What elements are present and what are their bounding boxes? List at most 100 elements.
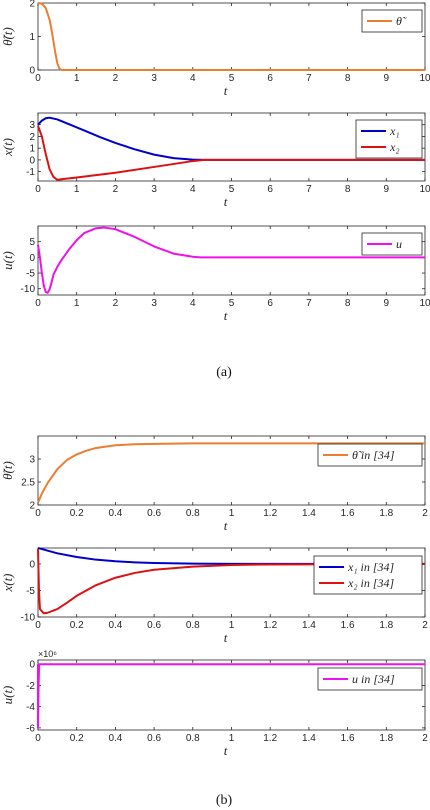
x-tick-label: 7: [306, 298, 312, 309]
y-tick-label: -5: [26, 586, 35, 597]
y-tick-label: 2: [29, 0, 35, 10]
x-tick-label: 0.2: [70, 733, 84, 744]
x-tick-label: 0: [35, 620, 41, 631]
x-tick-label: 1.4: [302, 733, 316, 744]
chart-a1: 0 1 2 3 4 5 6 7 8 9 10 0 1 2 t θ̃(t) θ̃: [0, 0, 430, 98]
legend: x₁ x₂: [355, 119, 423, 159]
x-tick-label: 2: [113, 73, 119, 84]
x-tick-label: 6: [267, 73, 273, 84]
legend-box: [313, 555, 423, 595]
x-axis-label: t: [224, 308, 228, 323]
x-tick-label: 0: [35, 73, 41, 84]
x-tick-label: 8: [345, 184, 351, 195]
chart-b1: 0 0.2 0.4 0.6 0.8 1 1.2 1.4 1.6 1.8 2 2 2.5 3 t θ̃(t) θ̃…: [0, 435, 428, 533]
x-tick-label: 7: [306, 73, 312, 84]
x-tick-label: 1.2: [263, 733, 277, 744]
y-axis-label: u(t): [0, 686, 15, 705]
x-tick-label: 5: [229, 184, 235, 195]
x-tick-label: 0.4: [108, 508, 122, 519]
x-tick-label: 0.2: [70, 508, 84, 519]
y-tick-label: 5: [29, 237, 35, 248]
legend-entry: x₁ in [34]: [347, 560, 395, 574]
x-tick-label: 1.6: [341, 508, 355, 519]
series-line-0: [37, 547, 426, 565]
x-tick-label: 10: [419, 184, 430, 195]
x-tick-label: 5: [229, 73, 235, 84]
y-tick-label: 1: [29, 32, 35, 43]
legend-entry: x₂: [389, 140, 400, 154]
x-tick-label: 0.6: [147, 733, 161, 744]
y-tick-label: -1: [26, 167, 35, 178]
x-tick-label: 2: [422, 733, 428, 744]
series-line-1: [37, 125, 425, 181]
y-axis-label: u(t): [0, 251, 15, 270]
x-tick-label: 1: [229, 733, 235, 744]
legend: x₁ in [34] x₂ in [34]: [313, 555, 423, 595]
y-tick-label: -4: [26, 702, 35, 713]
x-tick-label: 0.2: [70, 620, 84, 631]
y-exponent-label: ×10⁶: [38, 649, 57, 659]
y-tick-label: 3: [29, 455, 35, 466]
legend-entry: x₁: [389, 124, 400, 138]
x-tick-label: 4: [190, 73, 196, 84]
y-tick-label: 1: [29, 144, 35, 155]
plot-area: [37, 2, 426, 71]
legend: u in [34]: [317, 667, 423, 691]
x-tick-label: 7: [306, 184, 312, 195]
x-tick-label: 8: [345, 298, 351, 309]
caption-b: (b): [216, 793, 233, 808]
legend-entry: θ̃ in [34]: [352, 448, 395, 462]
x-tick-label: 1: [229, 508, 235, 519]
series-line-0: [37, 116, 425, 161]
legend-entry: x₂ in [34]: [347, 576, 395, 590]
x-axis-label: t: [224, 518, 228, 533]
x-tick-label: 9: [384, 73, 390, 84]
x-axis-label: t: [224, 194, 228, 209]
x-tick-label: 6: [267, 298, 273, 309]
x-tick-label: 9: [384, 184, 390, 195]
x-tick-label: 1.8: [379, 733, 393, 744]
x-tick-label: 0.4: [108, 620, 122, 631]
x-tick-label: 10: [419, 298, 430, 309]
x-tick-label: 0: [35, 184, 41, 195]
y-tick-label: -10: [21, 613, 36, 624]
legend-box: [355, 119, 423, 159]
legend-box: [317, 667, 423, 691]
x-tick-label: 0.6: [147, 508, 161, 519]
legend: u: [361, 232, 423, 256]
y-tick-label: 0: [29, 660, 35, 671]
x-tick-label: 1.8: [379, 620, 393, 631]
x-tick-label: 1: [74, 298, 80, 309]
y-axis-label: θ̃(t): [0, 27, 15, 46]
x-tick-label: 4: [190, 298, 196, 309]
x-tick-label: 1.8: [379, 508, 393, 519]
legend-entry: u in [34]: [352, 672, 395, 686]
legend: θ̃ in [34]: [317, 443, 423, 467]
y-tick-label: -5: [26, 269, 35, 280]
series-line-0: [37, 663, 425, 729]
chart-b2: 0 0.2 0.4 0.6 0.8 1 1.2 1.4 1.6 1.8 2 -10 -5 0 t x(t) x₁…: [0, 547, 428, 645]
x-tick-label: 6: [267, 184, 273, 195]
x-axis-label: t: [224, 743, 228, 758]
x-tick-label: 2: [422, 508, 428, 519]
x-tick-label: 2: [422, 620, 428, 631]
y-axis-label: θ̃(t): [0, 461, 15, 480]
y-tick-label: -6: [26, 723, 35, 734]
legend-entry: u: [396, 237, 402, 251]
series-line-0: [37, 442, 425, 504]
x-tick-label: 2: [113, 184, 119, 195]
x-tick-label: 0.8: [186, 733, 200, 744]
x-tick-label: 0.6: [147, 620, 161, 631]
x-tick-label: 1.2: [263, 508, 277, 519]
x-tick-label: 1.2: [263, 620, 277, 631]
x-tick-label: 5: [229, 298, 235, 309]
y-tick-label: 0: [29, 253, 35, 264]
x-tick-label: 1.4: [302, 508, 316, 519]
x-tick-label: 9: [384, 298, 390, 309]
x-axis-label: t: [224, 83, 228, 98]
y-axis-label: x(t): [0, 138, 15, 157]
series-line-0: [37, 2, 425, 71]
